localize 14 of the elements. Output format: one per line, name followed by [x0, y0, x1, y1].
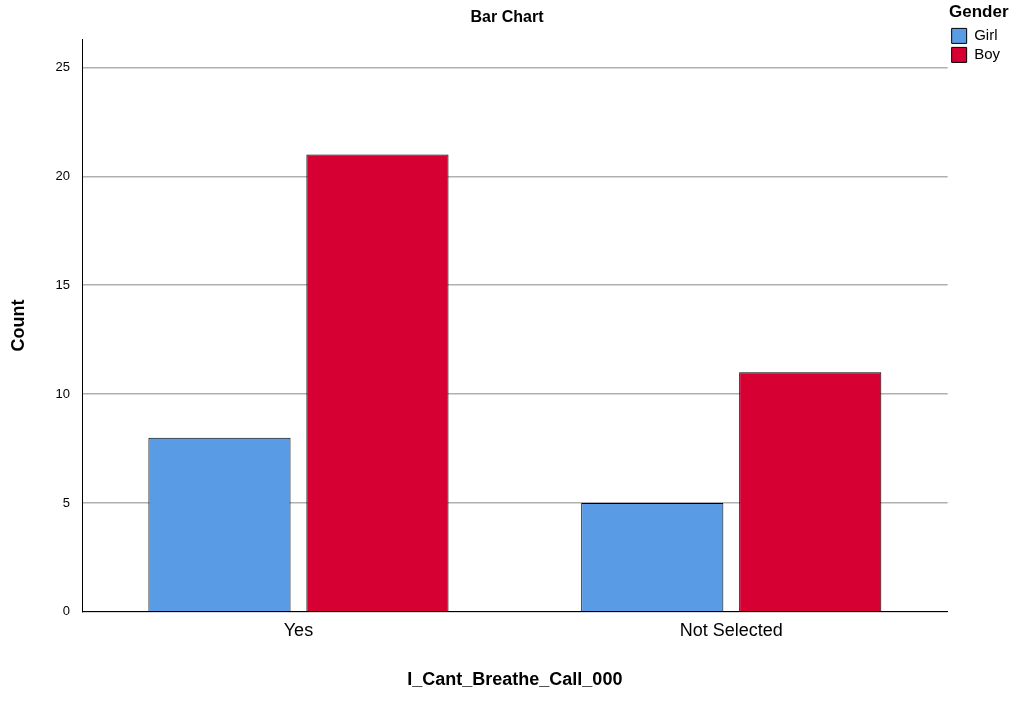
legend-title: Gender — [949, 2, 1009, 22]
y-tick-label: 0 — [62, 603, 71, 619]
x-tick-label: Not Selected — [679, 619, 783, 640]
legend-label: Boy — [974, 45, 1001, 63]
legend-label: Girl — [974, 26, 998, 44]
y-tick-label: 20 — [55, 167, 71, 183]
x-tick-label: Yes — [283, 619, 314, 640]
y-tick-label: 25 — [55, 59, 71, 75]
y-tick-label: 5 — [62, 494, 71, 510]
chart-title: Bar Chart — [470, 8, 545, 26]
y-tick-label: 15 — [55, 276, 71, 292]
x-axis-title: I_Cant_Breathe_Call_000 — [407, 669, 623, 690]
y-axis-title: Count — [7, 299, 28, 352]
y-tick-label: 10 — [55, 385, 71, 401]
